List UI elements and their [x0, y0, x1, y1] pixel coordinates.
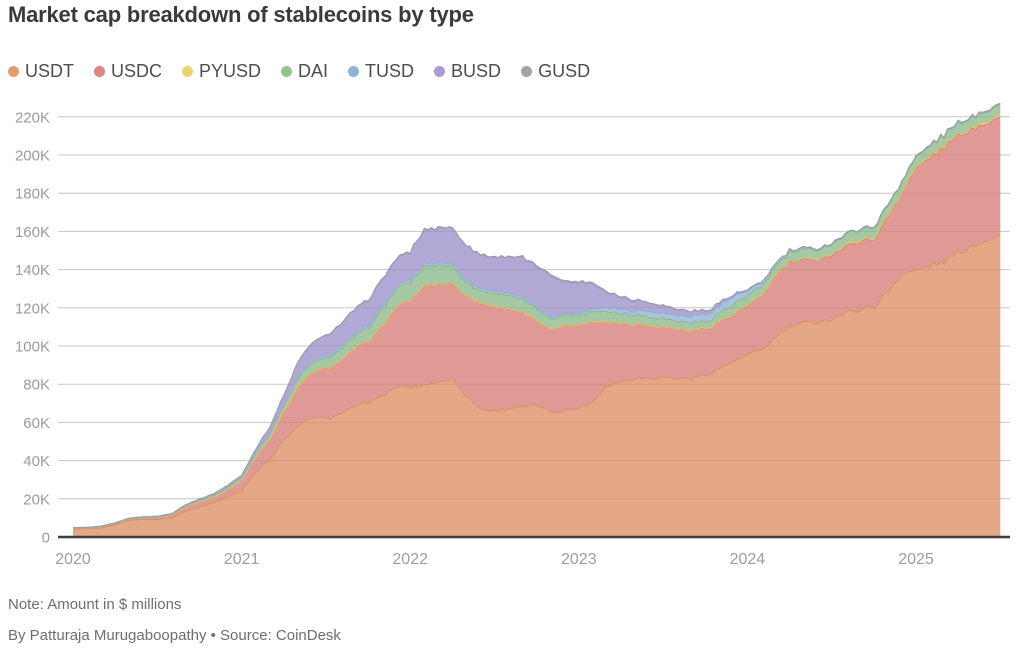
legend-dot-dai	[281, 66, 293, 77]
y-tick-label: 180K	[15, 186, 50, 203]
footer-note: Note: Amount in $ millions	[8, 596, 182, 613]
legend-label: TUSD	[365, 61, 415, 81]
legend-dot-pyusd	[182, 66, 194, 77]
legend-label: USDT	[25, 61, 74, 81]
x-tick-label: 2024	[730, 551, 766, 568]
legend-item-gusd: GUSD	[521, 61, 590, 82]
legend-item-usdc: USDC	[94, 61, 162, 82]
y-tick-label: 160K	[15, 224, 50, 241]
x-tick-label: 2023	[561, 551, 597, 568]
x-tick-label: 2025	[898, 551, 934, 568]
legend-item-tusd: TUSD	[348, 61, 414, 82]
area-dai	[73, 104, 1001, 529]
legend-label: BUSD	[451, 61, 502, 81]
legend-item-busd: BUSD	[434, 61, 501, 82]
legend-label: USDC	[111, 61, 163, 81]
y-tick-label: 40K	[23, 453, 50, 470]
y-tick-label: 140K	[15, 262, 50, 279]
legend-item-dai: DAI	[281, 61, 328, 82]
x-tick-label: 2022	[392, 551, 428, 568]
y-tick-label: 60K	[23, 415, 50, 432]
chart-title: Market cap breakdown of stablecoins by t…	[8, 2, 474, 27]
legend-label: DAI	[298, 61, 329, 81]
legend-dot-usdt	[8, 66, 19, 77]
legend-item-usdt: USDT	[8, 61, 74, 82]
area-usdt	[73, 235, 1001, 537]
legend-label: GUSD	[538, 61, 591, 81]
y-tick-label: 80K	[23, 377, 50, 394]
area-usdc	[73, 116, 1001, 530]
y-tick-label: 0	[42, 530, 50, 547]
y-tick-label: 120K	[15, 300, 50, 317]
area-edge-usdt	[73, 234, 1001, 530]
x-tick-label: 2021	[224, 551, 260, 568]
legend-dot-gusd	[521, 66, 533, 77]
legend: USDT USDC PYUSD DAI TUSD BUSD GUSD	[8, 61, 590, 82]
chart-svg: 0 20K 40K 60K 80K 100K 120K 140K 160K 180K 200K 220…	[15, 102, 1010, 568]
y-tick-label: 200K	[15, 148, 50, 165]
y-tick-label: 20K	[23, 491, 50, 508]
legend-item-pyusd: PYUSD	[182, 61, 261, 82]
x-tick-label: 2020	[55, 551, 91, 568]
area-edge-gusd	[73, 102, 1001, 529]
footer-byline: By Patturaja Murugaboopathy • Source: Co…	[8, 627, 341, 644]
y-tick-label: 100K	[15, 339, 50, 356]
y-tick-label: 220K	[15, 109, 50, 126]
legend-dot-busd	[434, 66, 446, 77]
area-edge-pyusd	[72, 114, 1001, 529]
legend-dot-usdc	[94, 66, 105, 77]
legend-label: PYUSD	[199, 61, 262, 81]
legend-dot-tusd	[348, 66, 360, 77]
